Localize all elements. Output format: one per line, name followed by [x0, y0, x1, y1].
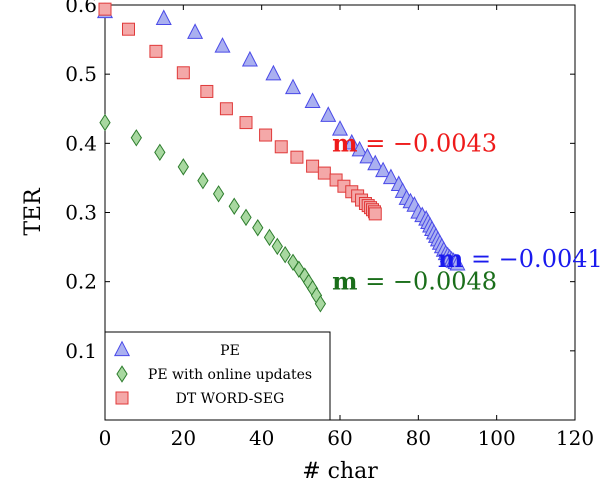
data-point — [98, 2, 112, 16]
data-point — [149, 44, 163, 58]
data-point — [228, 197, 240, 215]
data-point — [200, 84, 214, 98]
data-point — [314, 295, 327, 313]
data-point — [240, 208, 252, 227]
data-point — [375, 161, 392, 178]
data-point — [306, 159, 320, 173]
data-point — [293, 260, 305, 278]
data-point — [239, 116, 253, 130]
data-point — [197, 171, 209, 190]
data-point — [343, 133, 360, 150]
slope-annotation: m = −0.0043 — [332, 128, 497, 157]
data-point — [130, 129, 142, 147]
data-point — [279, 245, 291, 264]
data-point — [274, 140, 288, 154]
x-axis-label: # char — [302, 459, 378, 484]
legend-marker — [113, 340, 131, 357]
data-point — [99, 113, 111, 132]
data-point — [265, 64, 282, 81]
data-point — [368, 207, 382, 221]
slope-symbol: m — [332, 267, 357, 296]
data-point — [287, 253, 299, 272]
data-point — [382, 168, 399, 185]
data-point — [176, 66, 190, 80]
y-tick-label: 0.2 — [65, 270, 97, 294]
slope-value: = −0.0043 — [358, 129, 497, 157]
data-point — [154, 143, 166, 162]
legend-label: PE with online updates — [148, 367, 312, 383]
marks — [96, 2, 466, 313]
y-tick-label: 0.5 — [65, 62, 97, 86]
data-point — [219, 102, 233, 116]
x-tick-label: 60 — [327, 426, 352, 450]
legend: PE PE with online updates DT WORD-SEG — [104, 331, 331, 421]
data-point — [241, 50, 258, 67]
data-point — [359, 147, 376, 164]
data-point — [449, 254, 466, 271]
x-tick-label: 40 — [249, 426, 274, 450]
data-point — [263, 228, 276, 247]
data-point — [331, 120, 349, 136]
data-point — [212, 185, 225, 203]
data-point — [284, 78, 302, 95]
slope-annotation: m = −0.0048 — [332, 267, 497, 296]
data-point — [304, 92, 321, 109]
x-tick-label: 80 — [406, 426, 431, 450]
data-point — [155, 9, 172, 26]
data-point — [259, 128, 273, 142]
legend-box — [104, 331, 331, 421]
data-point — [271, 237, 283, 256]
data-point — [214, 37, 231, 53]
y-tick-label: 0.1 — [65, 339, 97, 363]
legend-label: DT WORD-SEG — [176, 391, 285, 407]
series-pe-with-online-updates — [99, 113, 327, 313]
y-tick-label: 0.4 — [65, 131, 97, 155]
slope-value: = −0.0041 — [463, 245, 602, 273]
data-point — [317, 166, 331, 180]
x-tick-label: 120 — [556, 426, 594, 450]
legend-label: PE — [220, 343, 240, 359]
data-point — [122, 22, 135, 36]
slope-symbol: m — [332, 128, 357, 157]
data-point — [177, 158, 189, 176]
data-point — [290, 150, 304, 164]
legend-marker — [115, 391, 129, 405]
ticks: 0 20 40 60 80 100 120 0.1 0.2 0.3 0.4 0.5 0.6 — [65, 0, 594, 450]
slope-value: = −0.0048 — [358, 268, 497, 296]
legend-marker — [116, 365, 128, 383]
y-tick-label: 0.6 — [65, 0, 97, 17]
x-tick-label: 20 — [171, 426, 196, 450]
data-point — [320, 106, 337, 122]
data-point — [187, 23, 204, 39]
x-tick-label: 0 — [99, 426, 112, 450]
legend-items: PE PE with online updates DT WORD-SEG — [113, 340, 312, 407]
data-point — [351, 140, 368, 157]
data-point — [367, 154, 384, 171]
x-tick-label: 100 — [478, 426, 516, 450]
slope-annotation: m = −0.0041 — [438, 244, 603, 273]
y-axis-label: TER — [21, 187, 46, 236]
y-tick-label: 0.3 — [65, 201, 97, 225]
data-point — [252, 218, 264, 237]
slope-symbol: m — [438, 244, 463, 273]
series-dt-word-seg — [98, 2, 382, 221]
